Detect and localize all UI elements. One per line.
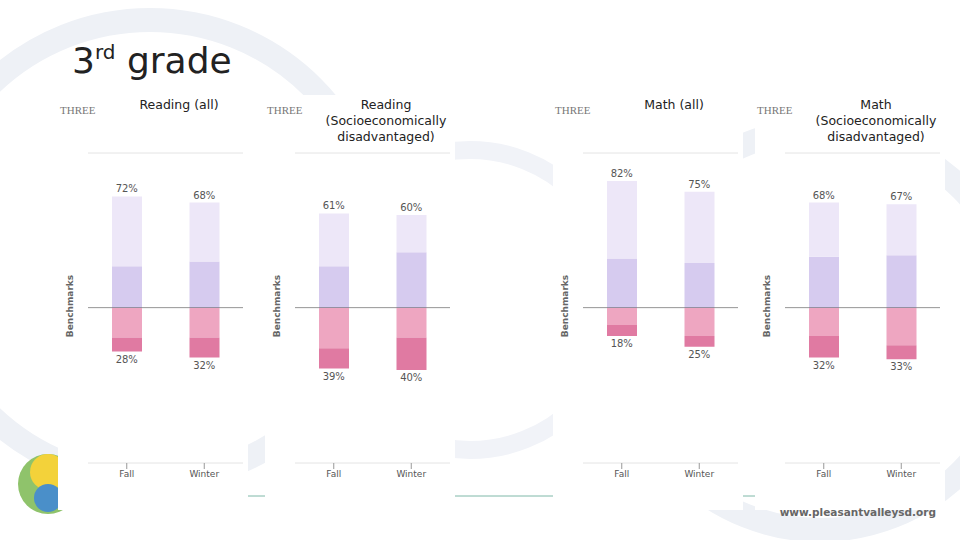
html-text:Reading (Socioeconomically dis: Reading (Socioeconomically disadvantaged… — [325, 97, 447, 144]
svg-text:40%: 40% — [400, 372, 422, 383]
svg-text:72%: 72% — [116, 183, 138, 194]
svg-text:Winter: Winter — [684, 469, 714, 479]
svg-text:75%: 75% — [688, 179, 710, 190]
html-text:THREE: THREE — [60, 104, 96, 116]
svg-text:39%: 39% — [323, 371, 345, 382]
html-text:Benchmarks: Benchmarks — [762, 274, 772, 338]
svg-text:Fall: Fall — [614, 469, 629, 479]
svg-text:Winter: Winter — [396, 469, 426, 479]
svg-text:67%: 67% — [890, 191, 912, 202]
svg-text:Winter: Winter — [189, 469, 219, 479]
html-text:Math (all): Math (all) — [644, 97, 704, 112]
svg-text:25%: 25% — [688, 349, 710, 360]
svg-text:32%: 32% — [813, 360, 835, 371]
svg-text:Fall: Fall — [119, 469, 134, 479]
html-text:THREE: THREE — [267, 104, 303, 116]
html-text:Benchmarks: Benchmarks — [560, 274, 570, 338]
html-text:3rdgrade: 3rdgrade — [72, 40, 232, 81]
svg-text:18%: 18% — [611, 338, 633, 349]
svg-text:32%: 32% — [193, 360, 215, 371]
svg-text:Fall: Fall — [326, 469, 341, 479]
html-text:Benchmarks: Benchmarks — [272, 274, 282, 338]
html-text:www.pleasantvalleysd.org: www.pleasantvalleysd.org — [779, 506, 936, 518]
svg-text:61%: 61% — [323, 200, 345, 211]
svg-text:68%: 68% — [193, 190, 215, 201]
html-text:THREE: THREE — [757, 104, 793, 116]
svg-text:68%: 68% — [813, 190, 835, 201]
html-text:Benchmarks: Benchmarks — [65, 274, 75, 338]
svg-text:33%: 33% — [890, 361, 912, 372]
svg-text:Winter: Winter — [886, 469, 916, 479]
svg-text:28%: 28% — [116, 354, 138, 365]
svg-text:82%: 82% — [611, 168, 633, 179]
html-text:THREE: THREE — [555, 104, 591, 116]
html-text:Math (Socioeconomically disadv: Math (Socioeconomically disadvantaged) — [815, 97, 937, 144]
svg-text:Fall: Fall — [816, 469, 831, 479]
html-text:Reading (all): Reading (all) — [139, 97, 219, 112]
svg-text:60%: 60% — [400, 202, 422, 213]
